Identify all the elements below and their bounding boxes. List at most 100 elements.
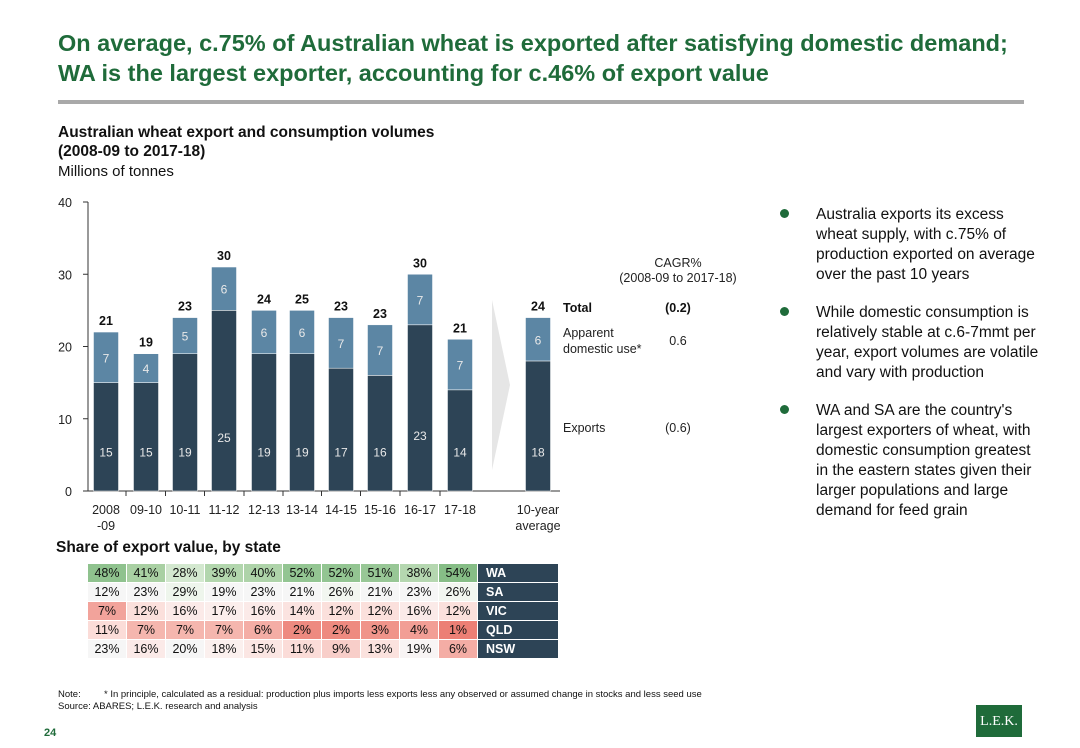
table-cell: 18% xyxy=(204,639,244,659)
data-label-total: 24 xyxy=(531,300,545,314)
table-cell: 12% xyxy=(321,601,361,621)
cagr-header: CAGR% xyxy=(654,256,701,270)
state-label: VIC xyxy=(477,601,559,621)
y-tick-label: 0 xyxy=(65,485,72,499)
bar-domestic xyxy=(93,331,119,383)
title-divider xyxy=(58,100,1024,104)
table-cell: 7% xyxy=(204,620,244,640)
table-cell: 16% xyxy=(126,639,166,659)
x-tick-label: 12-13 xyxy=(248,503,280,517)
bar-exports xyxy=(251,353,277,492)
data-label-domestic: 7 xyxy=(377,344,384,358)
table-cell: 54% xyxy=(438,563,478,583)
x-tick-label: 15-16 xyxy=(364,503,396,517)
table-row: 11% 7% 7% 7% 6% 2% 2% 3% 4% 1% QLD xyxy=(87,620,559,640)
data-label-total: 25 xyxy=(295,292,309,306)
table-cell: 2% xyxy=(282,620,322,640)
data-label-exports: 19 xyxy=(257,445,271,459)
bar-exports xyxy=(172,353,198,492)
table-cell: 16% xyxy=(165,601,205,621)
table-cell: 21% xyxy=(282,582,322,602)
bullet-dot-icon xyxy=(780,209,789,218)
data-label-domestic: 7 xyxy=(338,337,345,351)
y-tick-label: 40 xyxy=(58,196,72,210)
source-label: Source: xyxy=(58,701,91,712)
bar-exports xyxy=(289,353,315,492)
bullet-item: Australia exports its excess wheat suppl… xyxy=(780,205,1045,285)
table-cell: 40% xyxy=(243,563,283,583)
bar-domestic xyxy=(328,317,354,369)
table-cell: 23% xyxy=(243,582,283,602)
bar-domestic xyxy=(407,274,433,326)
table-cell: 17% xyxy=(204,601,244,621)
stacked-bar-chart: 0 10 20 30 40 15 7 21 2008 -09 15 4 19 09-10 19 5 23 10-1… xyxy=(58,196,737,533)
lek-logo: L.E.K. xyxy=(976,705,1022,737)
x-tick-label: 10-year xyxy=(517,503,559,517)
legend-domestic: Apparent xyxy=(563,326,614,340)
page-number: 24 xyxy=(44,727,57,739)
data-label-domestic: 6 xyxy=(261,326,268,340)
state-label: WA xyxy=(477,563,559,583)
bar-domestic xyxy=(289,310,315,354)
data-label-exports: 15 xyxy=(99,445,113,459)
table-cell: 26% xyxy=(321,582,361,602)
table-cell: 2% xyxy=(321,620,361,640)
share-table-title: Share of export value, by state xyxy=(56,539,281,556)
table-cell: 28% xyxy=(165,563,205,583)
table-cell: 29% xyxy=(165,582,205,602)
table-cell: 48% xyxy=(87,563,127,583)
table-cell: 11% xyxy=(282,639,322,659)
cagr-header-period: (2008-09 to 2017-18) xyxy=(619,271,736,285)
data-label-exports: 15 xyxy=(139,445,153,459)
bar-domestic xyxy=(447,339,473,391)
table-cell: 11% xyxy=(87,620,127,640)
bar-exports xyxy=(328,367,354,492)
table-cell: 23% xyxy=(399,582,439,602)
x-tick-label: 13-14 xyxy=(286,503,318,517)
table-cell: 6% xyxy=(243,620,283,640)
x-tick-label: 10-11 xyxy=(169,503,200,517)
table-cell: 3% xyxy=(360,620,400,640)
bar-exports xyxy=(407,324,433,492)
average-arrow-icon xyxy=(492,300,510,470)
bar-domestic xyxy=(367,324,393,376)
legend-domestic-line2: domestic use* xyxy=(563,342,642,356)
table-cell: 12% xyxy=(87,582,127,602)
bullet-text: WA and SA are the country's largest expo… xyxy=(816,402,1032,519)
x-tick-label: 11-12 xyxy=(208,503,239,517)
data-label-exports: 16 xyxy=(373,445,387,459)
table-cell: 7% xyxy=(87,601,127,621)
y-tick-label: 20 xyxy=(58,341,72,355)
table-cell: 21% xyxy=(360,582,400,602)
table-cell: 52% xyxy=(282,563,322,583)
x-tick-label: 09-10 xyxy=(130,503,162,517)
data-label-exports: 17 xyxy=(334,445,348,459)
data-label-total: 30 xyxy=(413,256,427,270)
table-cell: 16% xyxy=(399,601,439,621)
bar-domestic xyxy=(172,317,198,354)
x-tick-label: 2008 xyxy=(92,503,120,517)
data-label-domestic: 5 xyxy=(182,330,189,344)
data-label-total: 30 xyxy=(217,249,231,263)
bar-exports xyxy=(525,360,551,492)
table-cell: 7% xyxy=(165,620,205,640)
bullet-text: While domestic consumption is relatively… xyxy=(816,304,1039,381)
table-cell: 9% xyxy=(321,639,361,659)
table-cell: 19% xyxy=(204,582,244,602)
cagr-domestic: 0.6 xyxy=(669,334,686,348)
bullet-text: Australia exports its excess wheat suppl… xyxy=(816,206,1035,283)
bullet-list: Australia exports its excess wheat suppl… xyxy=(780,205,1045,539)
bar-domestic xyxy=(525,317,551,362)
table-row: 23% 16% 20% 18% 15% 11% 9% 13% 19% 6% NSW xyxy=(87,639,559,659)
bar-exports xyxy=(93,382,119,492)
data-label-total: 23 xyxy=(178,300,192,314)
x-tick-label: 16-17 xyxy=(404,503,436,517)
data-label-total: 24 xyxy=(257,292,271,306)
bullet-dot-icon xyxy=(780,405,789,414)
table-cell: 39% xyxy=(204,563,244,583)
bar-exports xyxy=(211,310,237,492)
table-cell: 7% xyxy=(126,620,166,640)
data-label-total: 23 xyxy=(373,307,387,321)
page-title: On average, c.75% of Australian wheat is… xyxy=(58,30,1008,86)
state-label: SA xyxy=(477,582,559,602)
